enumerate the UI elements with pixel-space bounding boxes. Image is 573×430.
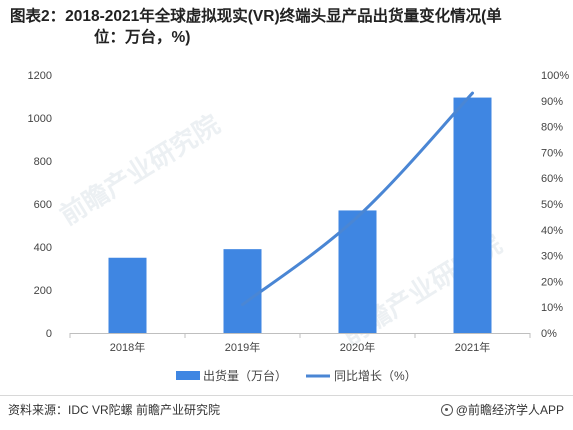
right-axis-tick-label: 0%: [541, 328, 557, 340]
right-axis-tick-label: 60%: [541, 173, 563, 185]
x-axis: [69, 333, 531, 338]
right-axis-tick-label: 90%: [541, 96, 563, 108]
right-axis-tick-label: 10%: [541, 302, 563, 314]
bar: [453, 97, 492, 333]
bar: [338, 210, 377, 333]
brand-logo-icon: [440, 404, 453, 416]
right-axis-tick-label: 50%: [541, 199, 563, 211]
chart-svg: 0 200 400 600 800 1000 1200 0% 10% 20% 30% 40% 50% 6…: [28, 70, 570, 383]
source-note: 资料来源：IDC VR陀螺 前瞻产业研究院: [8, 403, 221, 417]
left-axis-tick-label: 400: [34, 242, 52, 254]
left-axis-tick-label: 1000: [28, 113, 52, 125]
right-axis-tick-label: 80%: [541, 122, 563, 134]
bar: [223, 249, 262, 333]
footer-divider: [0, 395, 573, 396]
left-axis-tick-label: 800: [34, 156, 52, 168]
growth-line: [241, 91, 474, 307]
bar: [108, 257, 147, 333]
brand-credit-text: @前瞻经济学人APP: [455, 403, 564, 417]
chart-title-line1: 图表2：2018-2021年全球虚拟现实(VR)终端头显产品出货量变化情况(单: [10, 8, 502, 25]
left-axis-tick-label: 200: [34, 285, 52, 297]
left-axis: 0 200 400 600 800 1000 1200: [28, 70, 52, 340]
right-axis-tick-label: 40%: [541, 225, 563, 237]
right-axis-tick-label: 20%: [541, 276, 563, 288]
right-axis: 0% 10% 20% 30% 40% 50% 60% 70% 80% 90% 100%: [541, 70, 569, 340]
line-series: [241, 91, 474, 307]
legend: 出货量（万台） 同比增长（%）: [176, 368, 417, 383]
x-axis-tick-label: 2020年: [340, 340, 375, 354]
left-axis-tick-label: 1200: [28, 70, 52, 82]
legend-bar-label: 出货量（万台）: [203, 368, 287, 383]
right-axis-tick-label: 30%: [541, 251, 563, 263]
x-axis-tick-label: 2021年: [455, 340, 490, 354]
bar-series: [108, 97, 492, 333]
brand-credit: @前瞻经济学人APP: [440, 401, 564, 418]
left-axis-tick-label: 600: [34, 199, 52, 211]
chart-title-line2: 位：万台，%): [94, 29, 191, 46]
x-axis-tick-label: 2018年: [110, 340, 145, 354]
chart-title: 图表2：2018-2021年全球虚拟现实(VR)终端头显产品出货量变化情况(单 …: [10, 6, 566, 48]
legend-bar-swatch: [176, 371, 200, 380]
legend-line-label: 同比增长（%）: [334, 369, 417, 383]
right-axis-tick-label: 100%: [541, 70, 569, 82]
x-axis-labels: 2018年 2019年 2020年 2021年: [110, 340, 490, 354]
right-axis-tick-label: 70%: [541, 147, 563, 159]
left-axis-tick-label: 0: [46, 328, 52, 340]
x-axis-tick-label: 2019年: [225, 340, 260, 354]
